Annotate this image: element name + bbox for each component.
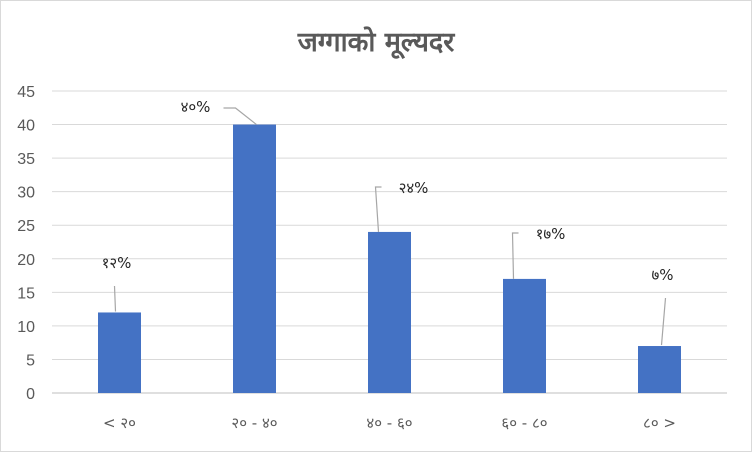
y-tick-label: 35 [17,151,35,168]
y-tick-label: 0 [26,386,35,403]
x-tick-label: ८० > [643,414,676,432]
y-tick-label: 15 [17,285,35,302]
leader-line [660,297,667,346]
y-tick-label: 5 [26,352,35,369]
bar [638,346,681,393]
x-tick-label: २० - ४० [231,414,277,432]
x-tick-label: ६० - ८० [501,414,547,432]
data-label: ७% [651,266,673,284]
leader-line [113,285,117,312]
x-tick-label: < २० [103,414,136,432]
leader-line [511,232,519,279]
y-tick-label: 45 [17,84,35,101]
chart-title: जग्गाको मूल्यदर [297,27,455,58]
y-tick-label: 20 [17,252,35,269]
data-label: १२% [102,254,132,272]
data-label: ४०% [181,98,211,116]
leader-line [374,186,382,232]
y-tick-label: 40 [17,118,35,135]
data-label: २४% [399,179,429,197]
bar [368,231,411,393]
y-tick-label: 10 [17,319,35,336]
leader-line [223,107,257,126]
y-tick-label: 25 [17,218,35,235]
bar [503,278,546,393]
x-tick-label: ४० - ६० [366,414,412,432]
data-label: १७% [536,225,566,243]
bar [233,124,276,394]
bar [98,312,141,393]
y-tick-label: 30 [17,185,35,202]
